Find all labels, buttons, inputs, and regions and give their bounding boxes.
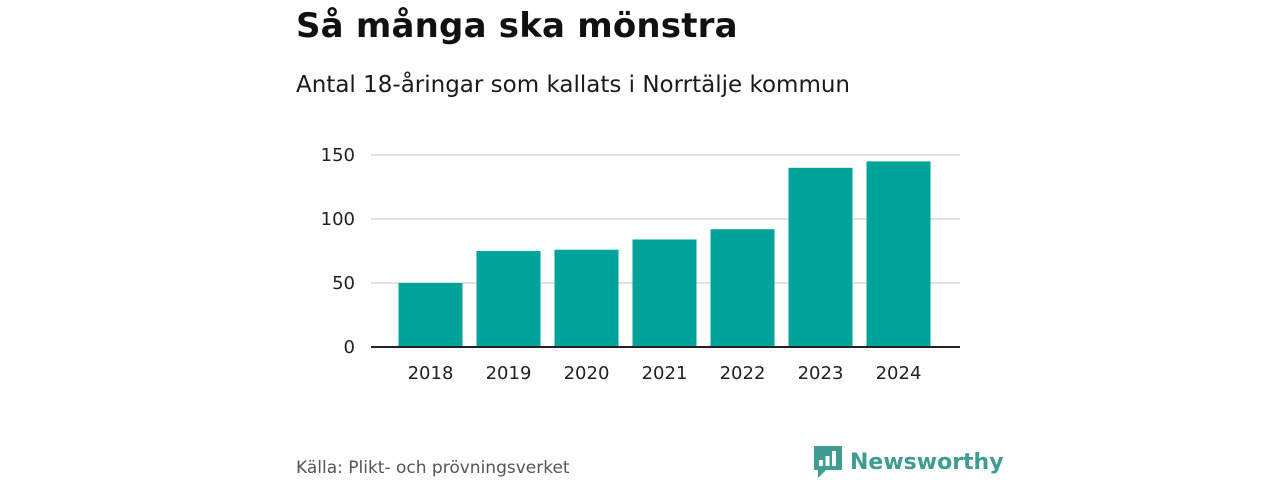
x-tick-label-2021: 2021 [642,363,688,384]
x-tick-label-2022: 2022 [720,363,766,384]
x-tick-label-2024: 2024 [876,363,922,384]
brand-name: Newsworthy [850,449,1004,475]
bar-2021 [632,239,697,347]
x-tick-label-2023: 2023 [798,363,844,384]
source-note: Källa: Plikt- och prövningsverket [296,458,570,478]
bars [398,161,931,347]
x-tick-label-2018: 2018 [408,363,454,384]
bar-2018 [398,283,463,347]
x-tick-labels: 2018 2019 2020 2021 2022 2023 2024 [408,363,922,384]
bar-2019 [476,251,541,347]
chart-subtitle: Antal 18-åringar som kallats i Norrtälje… [296,72,851,98]
x-tick-label-2020: 2020 [564,363,610,384]
y-tick-label: 100 [321,209,355,230]
bar-2022 [710,229,775,347]
y-tick-label: 50 [332,273,355,294]
bar-2020 [554,249,619,347]
y-tick-label: 150 [321,145,355,166]
brand: Newsworthy [814,446,1004,478]
y-tick-labels: 0 50 100 150 [321,145,355,358]
bar-2023 [788,167,853,347]
bar-2024 [866,161,931,347]
y-tick-label: 0 [344,337,355,358]
chart-title: Så många ska mönstra [296,6,738,46]
x-tick-label-2019: 2019 [486,363,532,384]
newsworthy-logo-icon [814,446,842,478]
